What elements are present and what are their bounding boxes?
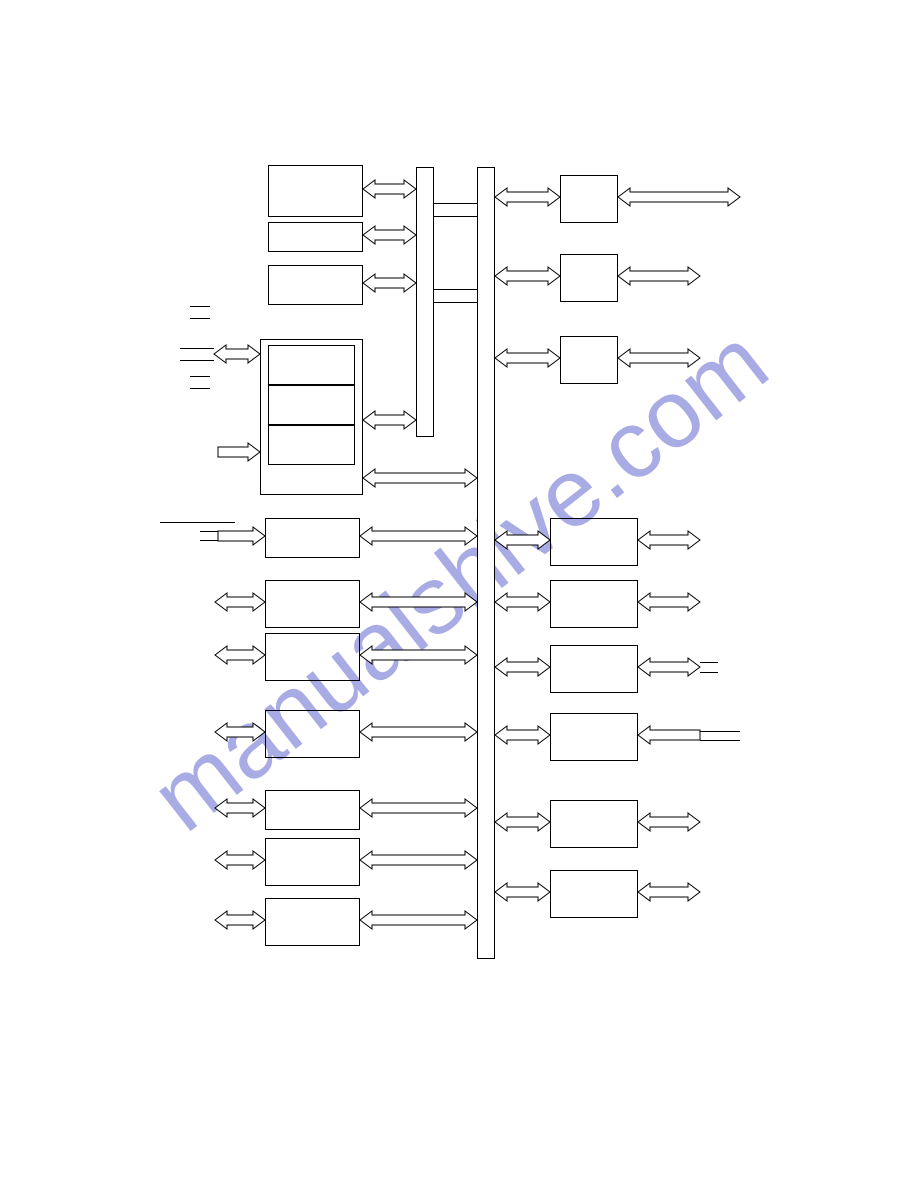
diagram-canvas: manualshive.com bbox=[0, 0, 918, 1188]
stub-line bbox=[200, 540, 218, 541]
stub-line bbox=[180, 360, 214, 361]
stub-line bbox=[180, 348, 214, 349]
stub-line bbox=[190, 376, 210, 377]
stub-line bbox=[190, 306, 210, 307]
stub-line bbox=[700, 731, 740, 732]
stub-line bbox=[700, 662, 718, 663]
arrow bbox=[0, 0, 918, 1188]
stub-line bbox=[700, 740, 740, 741]
stub-line bbox=[200, 531, 218, 532]
stub-line bbox=[190, 388, 210, 389]
stub-line bbox=[700, 672, 718, 673]
stub-line bbox=[190, 318, 210, 319]
stub-line bbox=[160, 522, 235, 523]
